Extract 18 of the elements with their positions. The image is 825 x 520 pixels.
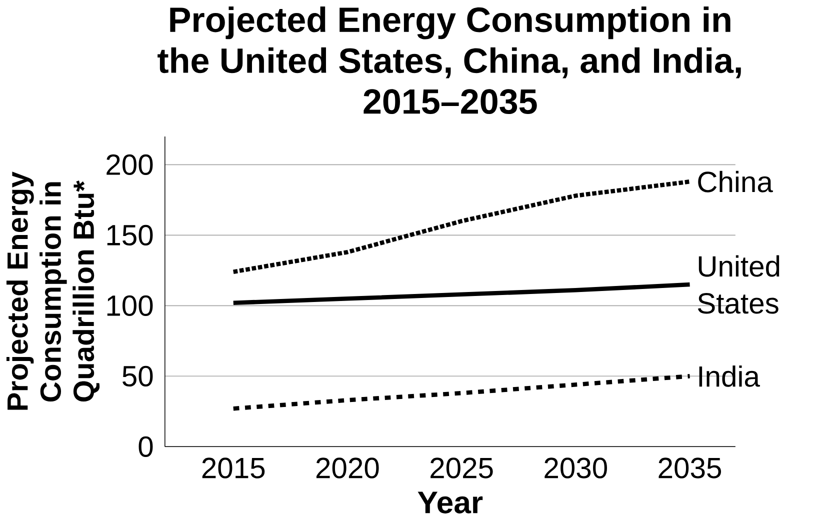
x-axis-title: Year [418,492,483,514]
x-tick-label: 2020 [316,458,379,478]
y-tick-label: 200 [106,154,153,176]
y-tick-label: 0 [138,436,153,458]
series-label: United States [698,255,780,314]
series-label: China [698,170,773,192]
y-tick-label: 50 [122,366,153,387]
x-tick-label: 2030 [544,458,607,478]
line-series [231,179,692,274]
x-tick-label: 2015 [202,458,265,478]
y-axis-title: Projected Energy Consumption in Quadrillion Btu* [6,172,100,410]
y-tick-label: 100 [107,295,153,316]
x-tick-label: 2035 [658,458,722,478]
x-tick-label: 2025 [430,458,493,478]
y-tick-label: 150 [107,224,153,246]
line-series [231,374,692,411]
series-label: India [699,365,760,387]
chart-title: Projected Energy Consumption in the United States, China, and India, 2015–2035 [158,6,741,114]
